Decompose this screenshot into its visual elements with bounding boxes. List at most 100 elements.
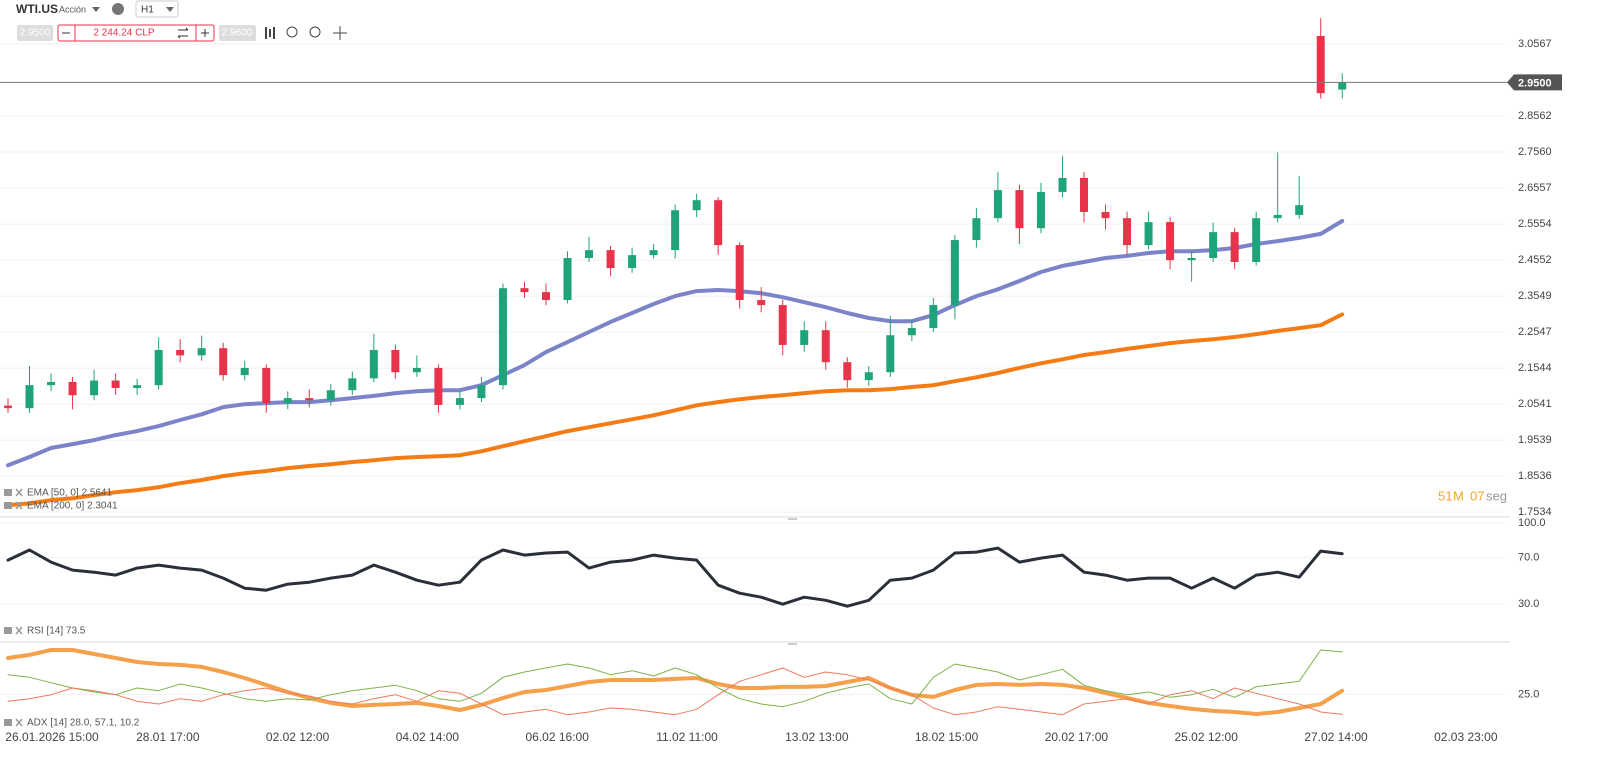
y-tick-label: 30.0 xyxy=(1518,598,1539,610)
candle-body xyxy=(585,250,594,259)
timeframe[interactable]: H1 xyxy=(141,5,154,16)
sell-box[interactable] xyxy=(17,25,53,41)
series-line xyxy=(7,667,1343,716)
candle-body xyxy=(154,349,163,386)
candle-body xyxy=(950,240,959,306)
candle-body xyxy=(929,305,938,329)
candle-body xyxy=(1273,214,1282,219)
candle-body xyxy=(520,288,529,293)
candle-body xyxy=(907,328,916,336)
sell-price[interactable]: 2.9500 xyxy=(20,28,51,39)
candle-body xyxy=(800,330,809,345)
legend-entry: ADX [14] 28.0, 57.1, 10.2 xyxy=(27,718,140,729)
series-line xyxy=(6,546,1344,608)
candle-body xyxy=(111,380,120,389)
candle-body xyxy=(1058,177,1067,192)
candle-body xyxy=(133,385,142,389)
x-tick-label: 26.01.2026 15:00 xyxy=(5,730,99,744)
x-tick-label: 06.02 16:00 xyxy=(525,730,589,744)
candle-body xyxy=(778,305,787,345)
timer-seconds: 07 xyxy=(1470,488,1484,503)
amount[interactable]: 2 244.24 CLP xyxy=(93,28,154,39)
x-tick-label: 02.02 12:00 xyxy=(266,730,330,744)
candle-body xyxy=(1316,36,1325,94)
candle-body xyxy=(886,335,895,373)
asset-type: Acción xyxy=(59,4,86,14)
series-line xyxy=(6,648,1345,716)
candle-body xyxy=(197,348,206,356)
zoom-in-icon[interactable] xyxy=(309,26,321,38)
pan-icon[interactable] xyxy=(333,26,347,40)
candle-body xyxy=(262,367,271,404)
series-line xyxy=(6,219,1345,468)
y-tick-label: 2.1544 xyxy=(1518,362,1552,374)
zoom-out-icon[interactable] xyxy=(286,26,298,38)
swap-icon[interactable] xyxy=(177,27,189,39)
candle-body xyxy=(1080,177,1088,213)
info-icon[interactable] xyxy=(112,3,124,15)
candle-body xyxy=(477,385,486,399)
timer-unit: M xyxy=(1453,488,1464,503)
chart-type-icon[interactable] xyxy=(265,27,275,39)
candle-body xyxy=(671,210,680,251)
y-tick-label: 1.9539 xyxy=(1518,434,1552,446)
candle-body xyxy=(864,372,873,381)
buy-box[interactable] xyxy=(219,25,256,41)
x-tick-label: 25.02 12:00 xyxy=(1174,730,1238,744)
x-tick-label: 13.02 13:00 xyxy=(785,730,849,744)
candle-body xyxy=(1144,222,1153,246)
candle-body xyxy=(563,258,572,301)
x-tick-label: 28.01 17:00 xyxy=(136,730,200,744)
legend-entry: EMA [200, 0] 2.3041 xyxy=(27,501,118,512)
candle-body xyxy=(1252,218,1261,262)
candle-body xyxy=(972,218,981,241)
x-tick-label: 04.02 14:00 xyxy=(396,730,460,744)
x-tick-label: 11.02 11:00 xyxy=(656,730,718,744)
timeframe-box[interactable] xyxy=(135,0,179,18)
candle-body xyxy=(348,378,357,391)
plot-layer xyxy=(0,18,1508,716)
x-tick-label: 02.03 23:00 xyxy=(1434,730,1498,744)
y-tick-label: 2.6557 xyxy=(1518,182,1552,194)
price-label-box xyxy=(1507,74,1562,91)
candle-body xyxy=(240,367,249,376)
buy-price[interactable]: 2.9600 xyxy=(222,28,253,39)
x-tick-label: 18.02 15:00 xyxy=(915,730,979,744)
y-tick-label: 2.4552 xyxy=(1518,254,1552,266)
candle-body xyxy=(176,349,185,356)
plus-button[interactable] xyxy=(201,29,209,37)
candle-body xyxy=(821,330,830,363)
timeframe-dropdown[interactable] xyxy=(166,7,174,12)
y-tick-label: 2.0541 xyxy=(1518,398,1552,410)
candle-body xyxy=(305,398,314,401)
y-tick-label: 1.7534 xyxy=(1518,506,1552,518)
x-tick-label: 20.02 17:00 xyxy=(1045,730,1109,744)
candle-body xyxy=(606,250,615,269)
y-tick-label: 2.8562 xyxy=(1518,110,1552,122)
legend-entry: RSI [14] 73.5 xyxy=(27,626,86,637)
candle-body xyxy=(735,245,744,301)
y-tick-label: 1.8536 xyxy=(1518,470,1552,482)
candle-body xyxy=(628,255,637,269)
candle-body xyxy=(412,367,421,373)
candle-body xyxy=(326,390,335,401)
timer-minutes: 51 xyxy=(1438,488,1452,503)
candle-body xyxy=(68,381,77,396)
price-label: 2.9500 xyxy=(1518,77,1552,89)
symbol[interactable]: WTI.US xyxy=(16,2,58,16)
amount-box[interactable] xyxy=(57,24,215,42)
y-tick-label: 100.0 xyxy=(1518,517,1546,529)
legend-icons xyxy=(4,488,23,727)
candle-body xyxy=(1295,205,1304,215)
symbol-dropdown[interactable] xyxy=(92,7,100,12)
y-tick-label: 2.3549 xyxy=(1518,290,1552,302)
y-tick-label: 70.0 xyxy=(1518,552,1539,564)
candle-body xyxy=(25,385,34,409)
candle-body xyxy=(391,349,400,373)
candle-body xyxy=(90,380,99,396)
candle-body xyxy=(434,367,443,405)
candle-body xyxy=(542,292,550,301)
candle-body xyxy=(283,398,292,404)
candle-body xyxy=(219,348,228,376)
